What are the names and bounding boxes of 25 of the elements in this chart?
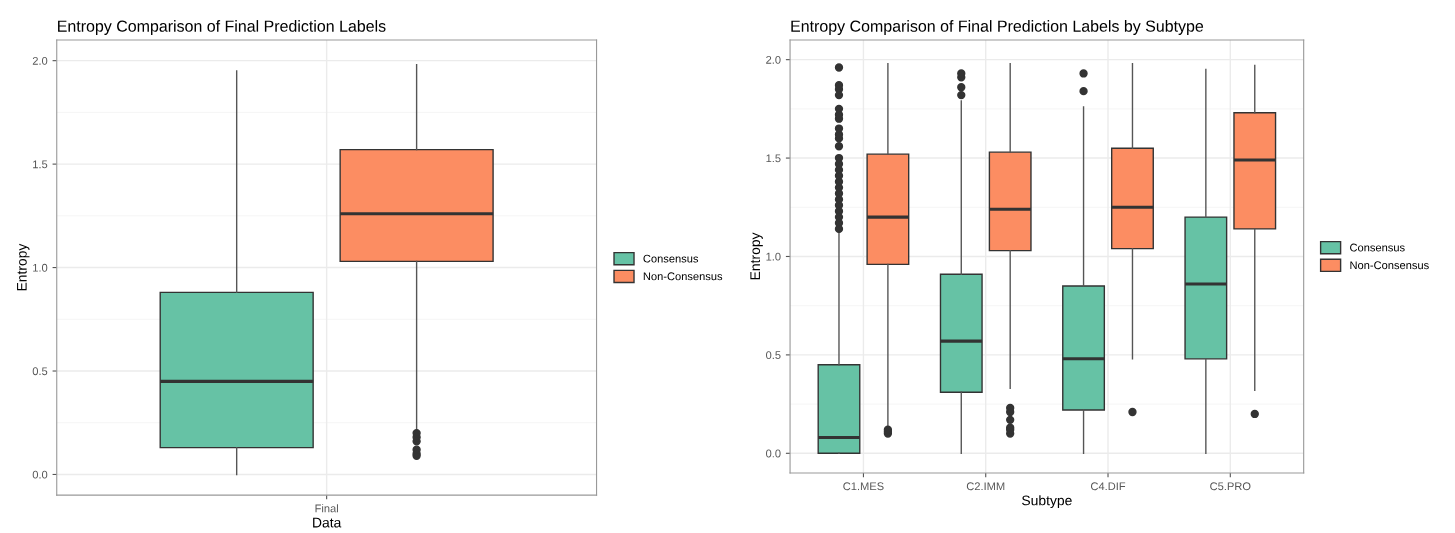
y-tick-label: 1.0 (33, 263, 48, 272)
y-axis-title: Entropy (750, 232, 763, 280)
x-tick-label: C2.IMM (966, 482, 1005, 491)
chart-title: Entropy Comparison of Final Prediction Labels by Subtype (791, 20, 1204, 35)
legend-label: Non-Consensus (643, 272, 723, 281)
x-axis-title: Subtype (1022, 495, 1072, 509)
y-tick-label: 0.5 (32, 367, 48, 376)
y-tick-label: 1.0 (766, 252, 781, 261)
y-tick-label: 2.0 (32, 56, 48, 65)
y-tick-label: 0.0 (32, 470, 48, 479)
legend-label: Consensus (643, 254, 699, 263)
y-tick-label: 2.0 (766, 55, 781, 64)
x-axis-title: Data (313, 517, 342, 528)
y-axis-title: Entropy (17, 243, 30, 291)
y-tick-label: 1.5 (766, 154, 781, 163)
legend-label: Non-Consensus (1350, 261, 1429, 270)
x-tick-label: C5.PRO (1210, 482, 1251, 491)
legend-label: Consensus (1350, 243, 1405, 252)
y-tick-label: 0.5 (766, 351, 781, 360)
x-tick-label: C4.DIF (1090, 482, 1126, 491)
y-tick-label: 0.0 (766, 449, 781, 458)
x-tick-label: C1.MES (843, 482, 884, 491)
y-tick-label: 1.5 (33, 160, 48, 169)
chart-title: Entropy Comparison of Final Prediction Labels (58, 20, 386, 35)
x-tick-label: Final (315, 504, 338, 513)
